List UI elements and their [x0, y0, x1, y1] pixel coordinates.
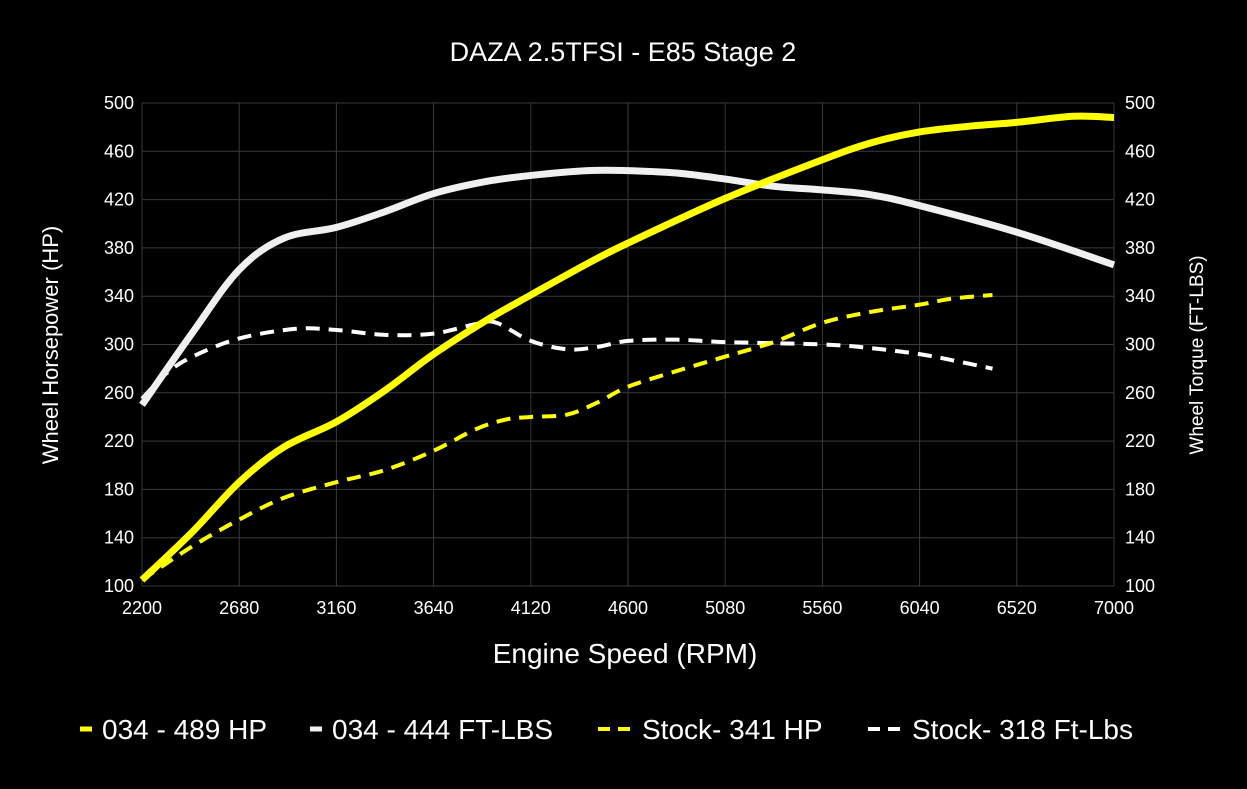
- x-tick-label: 4600: [608, 598, 648, 618]
- x-tick-label: 5560: [802, 598, 842, 618]
- legend-label: Stock- 341 HP: [642, 714, 823, 745]
- series-line-2: [140, 292, 993, 582]
- y2-tick-label: 300: [1125, 335, 1155, 355]
- y2-tick-labels: 100 140 180 220 260 300 340 380 420 460 500: [1125, 93, 1155, 596]
- x-axis-label: Engine Speed (RPM): [493, 638, 758, 669]
- legend-label: 034 - 444 FT-LBS: [332, 714, 553, 745]
- x-tick-label: 3160: [316, 598, 356, 618]
- y2-tick-label: 380: [1125, 238, 1155, 258]
- y-axis-label: Wheel Horsepower (HP): [38, 226, 63, 464]
- y-tick-labels: 100 140 180 220 260 300 340 380 420 460 500: [104, 93, 134, 596]
- y-tick-label: 180: [104, 479, 134, 499]
- y2-tick-label: 340: [1125, 286, 1155, 306]
- y2-axis-label: Wheel Torque (FT-LBS): [1187, 255, 1208, 454]
- x-tick-label: 2680: [219, 598, 259, 618]
- x-tick-label: 5080: [705, 598, 745, 618]
- legend: 034 - 489 HP 034 - 444 FT-LBS Stock- 341 H…: [80, 714, 1133, 745]
- x-tick-label: 7000: [1094, 598, 1134, 618]
- y2-tick-label: 420: [1125, 190, 1155, 210]
- y-tick-label: 380: [104, 238, 134, 258]
- y-tick-label: 140: [104, 528, 134, 548]
- legend-label: 034 - 489 HP: [102, 714, 267, 745]
- y2-tick-label: 500: [1125, 93, 1155, 113]
- y2-tick-label: 100: [1125, 576, 1155, 596]
- y-tick-label: 500: [104, 93, 134, 113]
- y2-tick-label: 260: [1125, 383, 1155, 403]
- series-line-3: [140, 319, 993, 401]
- y-tick-label: 340: [104, 286, 134, 306]
- grid: [141, 102, 1115, 587]
- y-tick-label: 260: [104, 383, 134, 403]
- chart-title: DAZA 2.5TFSI - E85 Stage 2: [450, 37, 797, 67]
- series-line-1: [139, 166, 1116, 407]
- y2-tick-label: 460: [1125, 141, 1155, 161]
- series-lines: [139, 112, 1116, 583]
- y-tick-label: 420: [104, 190, 134, 210]
- y-tick-label: 460: [104, 141, 134, 161]
- legend-label: Stock- 318 Ft-Lbs: [912, 714, 1133, 745]
- y2-tick-label: 220: [1125, 431, 1155, 451]
- y-tick-label: 220: [104, 431, 134, 451]
- x-tick-label: 2200: [122, 598, 162, 618]
- x-tick-label: 4120: [511, 598, 551, 618]
- x-tick-labels: 2200 2680 3160 3640 4120 4600 5080 5560 6040 6520…: [122, 598, 1134, 618]
- x-tick-label: 3640: [414, 598, 454, 618]
- x-tick-label: 6040: [900, 598, 940, 618]
- y2-tick-label: 180: [1125, 479, 1155, 499]
- series-line-0: [139, 112, 1115, 583]
- y2-tick-label: 140: [1125, 528, 1155, 548]
- y-tick-label: 300: [104, 335, 134, 355]
- y-tick-label: 100: [104, 576, 134, 596]
- x-tick-label: 6520: [997, 598, 1037, 618]
